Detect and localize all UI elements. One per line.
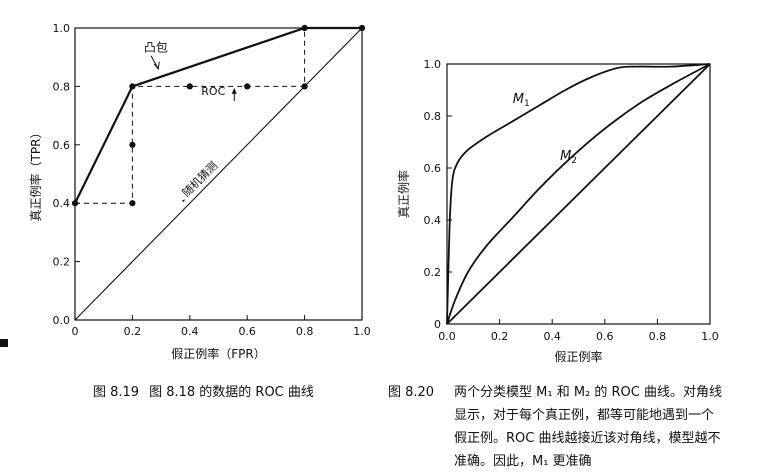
x-tick-label: 0.8 [296,325,314,338]
y-tick-label: 1.0 [424,58,442,71]
x-tick-label: 0.0 [438,330,456,343]
caption-fig-8-19: 图 8.19 图 8.18 的数据的 ROC 曲线 [93,381,314,404]
y-tick-label: 0.4 [424,214,442,227]
x-axis-title: 假正例率 [554,349,602,364]
arrow-head-icon [231,87,237,94]
x-tick-label: 0.8 [649,330,667,343]
x-tick-label: 0.4 [543,330,561,343]
arrow-head-icon [153,61,160,71]
x-tick-label: 1.0 [701,330,719,343]
series-diagonal [446,63,711,325]
y-tick-label: 0.6 [424,162,442,175]
data-point [301,24,308,32]
x-axis-title: 假正例率（FPR） [171,346,265,361]
series-roc [75,27,362,204]
roc-chart-left: 0 0.2 0.4 0.6 0.8 1.00.00.20.40.60.81.0凸包ROC随… [28,22,371,361]
roc-chart-right: 0.0 0.2 0.4 0.6 0.8 1.0 0 0.2 0.4 0.6 0.8 1.0 M1 M2 假正… [396,58,719,364]
plot-frame [446,63,711,325]
y-tick-label: 1.0 [53,22,71,35]
corner-mark-icon [0,339,8,347]
y-tick-label: 0.0 [53,314,71,327]
y-tick-label: 0.2 [53,256,71,269]
data-point [244,83,251,90]
x-tick-label: 0.6 [238,325,256,338]
plot-frame [74,27,363,321]
caption-text: 图 8.18 的数据的 ROC 曲线 [149,385,314,400]
caption-fig-8-20: 图 8.20 两个分类模型 M₁ 和 M₂ 的 ROC 曲线。对角线显示，对于每… [388,381,723,473]
data-point [71,200,79,207]
caption-text: 两个分类模型 M₁ 和 M₂ 的 ROC 曲线。对角线显示，对于每个真正例，都等… [454,385,722,469]
arrow-head-icon [181,199,185,203]
caption-number: 图 8.20 [388,385,435,400]
y-tick-label: 0.2 [424,266,442,279]
y-tick-label: 0.4 [53,197,71,210]
x-tick-label: 0.2 [491,330,509,343]
annotation-convex-hull: 凸包 [144,40,168,54]
y-tick-label: 0.8 [424,110,442,123]
data-point [129,141,136,148]
y-axis-title: 真正例率 [396,170,411,218]
y-tick-label: 0.8 [53,80,71,93]
data-point [129,83,136,90]
data-point [301,83,308,90]
series-m1 [446,63,711,325]
y-axis-title: 真正例率（TPR） [28,127,43,222]
series-label-m2: M2 [560,149,577,166]
series-m2 [446,63,711,325]
annotation-roc: ROC [201,85,225,98]
x-tick-label: 0.6 [596,330,614,343]
caption-number: 图 8.19 [93,385,140,400]
x-tick-label: 0.2 [124,325,142,338]
x-tick-label: 1.0 [353,325,371,338]
series-convex-hull [74,26,362,204]
data-point [129,200,136,207]
x-tick-label: 0 [72,325,79,338]
y-tick-label: 0.6 [53,139,71,152]
data-point [186,83,193,90]
x-tick-label: 0.4 [181,325,199,338]
series-label-m1: M1 [513,92,530,109]
y-tick-label: 0 [434,318,441,331]
data-point [358,24,366,32]
series-random-guess [74,27,363,321]
